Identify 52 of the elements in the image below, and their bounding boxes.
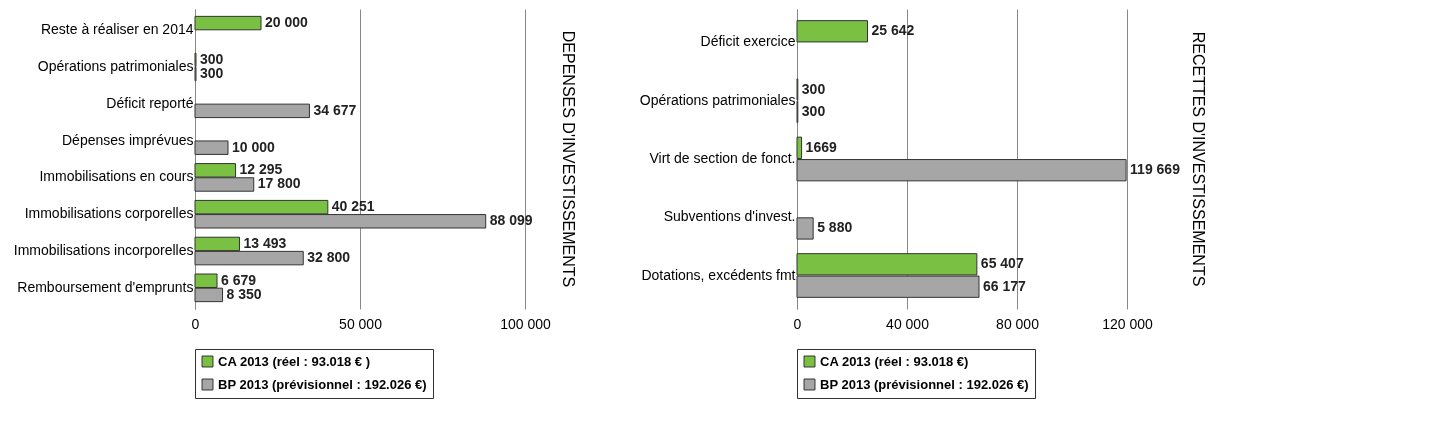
data-label: 12 295 — [239, 161, 283, 178]
data-label: 20 000 — [265, 14, 309, 31]
data-label: 300 — [801, 102, 826, 119]
x-tick-label: 80 000 — [996, 315, 1040, 332]
data-label: 34 677 — [313, 101, 357, 118]
data-label: 32 800 — [307, 249, 351, 266]
legend-label: BP 2013 (prévisionnel : 192.026 €) — [218, 376, 427, 392]
data-label: 25 642 — [871, 22, 915, 39]
y-tick-label: Immobilisations corporelles — [24, 205, 194, 222]
x-tick-label: 120 000 — [1102, 315, 1154, 332]
data-label: 300 — [199, 65, 224, 82]
bar — [194, 103, 310, 119]
data-label: 88 099 — [489, 212, 533, 229]
data-label: 119 669 — [1130, 161, 1181, 178]
y-tick-label: Dotations, excédents fmt — [641, 266, 796, 283]
data-label: 40 251 — [331, 198, 375, 215]
y-tick-label: Subventions d'invest. — [663, 208, 796, 225]
bar — [796, 20, 869, 43]
y-tick-label: Reste à réaliser en 2014 — [40, 21, 194, 38]
legend-label: CA 2013 (réel : 93.018 € ) — [218, 353, 370, 369]
data-label: 6 679 — [221, 271, 257, 288]
y-tick-label: Déficit reporté — [106, 94, 194, 111]
data-label: 66 177 — [982, 277, 1027, 294]
y-axis-title: RECETTES D'INVESTISSEMENTS — [1189, 31, 1207, 287]
x-tick-label: 100 000 — [500, 315, 552, 332]
y-tick-label: Immobilisations en cours — [39, 168, 194, 185]
data-label: 17 800 — [257, 175, 301, 192]
y-axis-title: DEPENSES D'INVESTISSEMENTS — [560, 30, 578, 288]
x-tick-label: 50 000 — [339, 315, 383, 332]
y-tick-label: Déficit exercice — [700, 33, 796, 50]
y-tick-label: Opérations patrimoniales — [37, 57, 194, 74]
legend-label: CA 2013 (réel : 93.018 €) — [820, 353, 969, 369]
x-tick-label: 0 — [191, 315, 200, 332]
data-label: 300 — [199, 50, 224, 67]
data-label: 5 880 — [817, 219, 853, 236]
y-tick-label: Dépenses imprévues — [61, 131, 194, 148]
data-label: 13 493 — [243, 234, 287, 251]
y-tick-label: Immobilisations incorporelles — [13, 242, 194, 259]
data-label: 10 000 — [232, 138, 276, 155]
bar — [194, 140, 229, 155]
data-label: 300 — [801, 80, 826, 97]
legend-label: BP 2013 (prévisionnel : 192.026 €) — [820, 376, 1029, 392]
y-tick-label: Virt de section de fonct. — [649, 150, 796, 166]
x-tick-label: 0 — [793, 315, 802, 332]
y-tick-label: Remboursement d'emprunts — [17, 278, 194, 295]
y-tick-label: Opérations patrimoniales — [639, 91, 796, 108]
data-label: 1669 — [805, 138, 837, 155]
bar — [194, 15, 262, 31]
x-tick-label: 40 000 — [886, 315, 930, 332]
bar — [796, 217, 814, 240]
data-label: 65 407 — [980, 255, 1024, 272]
data-label: 8 350 — [226, 285, 262, 302]
